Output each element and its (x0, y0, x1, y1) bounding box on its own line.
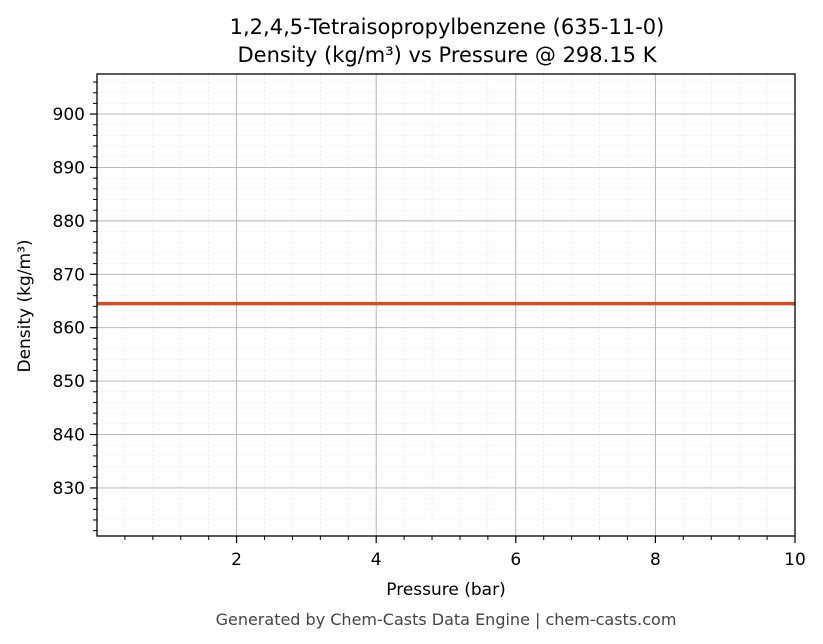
major-grid (97, 74, 796, 536)
y-tick-label: 860 (53, 319, 85, 339)
x-tick-label: 10 (784, 550, 806, 570)
y-tick-label: 900 (53, 105, 85, 125)
y-tick-labels: 830 840 850 860 870 880 890 900 (53, 105, 85, 499)
y-tick-label: 850 (53, 372, 85, 392)
y-tick-label: 830 (53, 479, 85, 499)
chart-title: 1,2,4,5-Tetraisopropylbenzene (635-11-0) (230, 15, 665, 39)
y-tick-label: 880 (53, 212, 85, 232)
x-tick-label: 2 (231, 550, 242, 570)
minor-grid (97, 74, 795, 536)
plot-frame (96, 73, 796, 537)
y-axis-label: Density (kg/m³) (15, 239, 35, 372)
y-tick-label: 890 (53, 158, 85, 178)
y-tick-label: 840 (53, 426, 85, 446)
x-tick-label: 6 (510, 550, 521, 570)
x-axis-label: Pressure (bar) (386, 580, 505, 600)
x-tick-labels: 2 4 6 8 10 (231, 550, 806, 570)
x-tick-label: 8 (650, 550, 661, 570)
y-tick-label: 870 (53, 265, 85, 285)
chart-subtitle: Density (kg/m³) vs Pressure @ 298.15 K (237, 43, 657, 67)
x-tick-label: 4 (371, 550, 382, 570)
axis-ticks (90, 81, 796, 543)
footer-credit: Generated by Chem-Casts Data Engine | ch… (216, 610, 677, 629)
